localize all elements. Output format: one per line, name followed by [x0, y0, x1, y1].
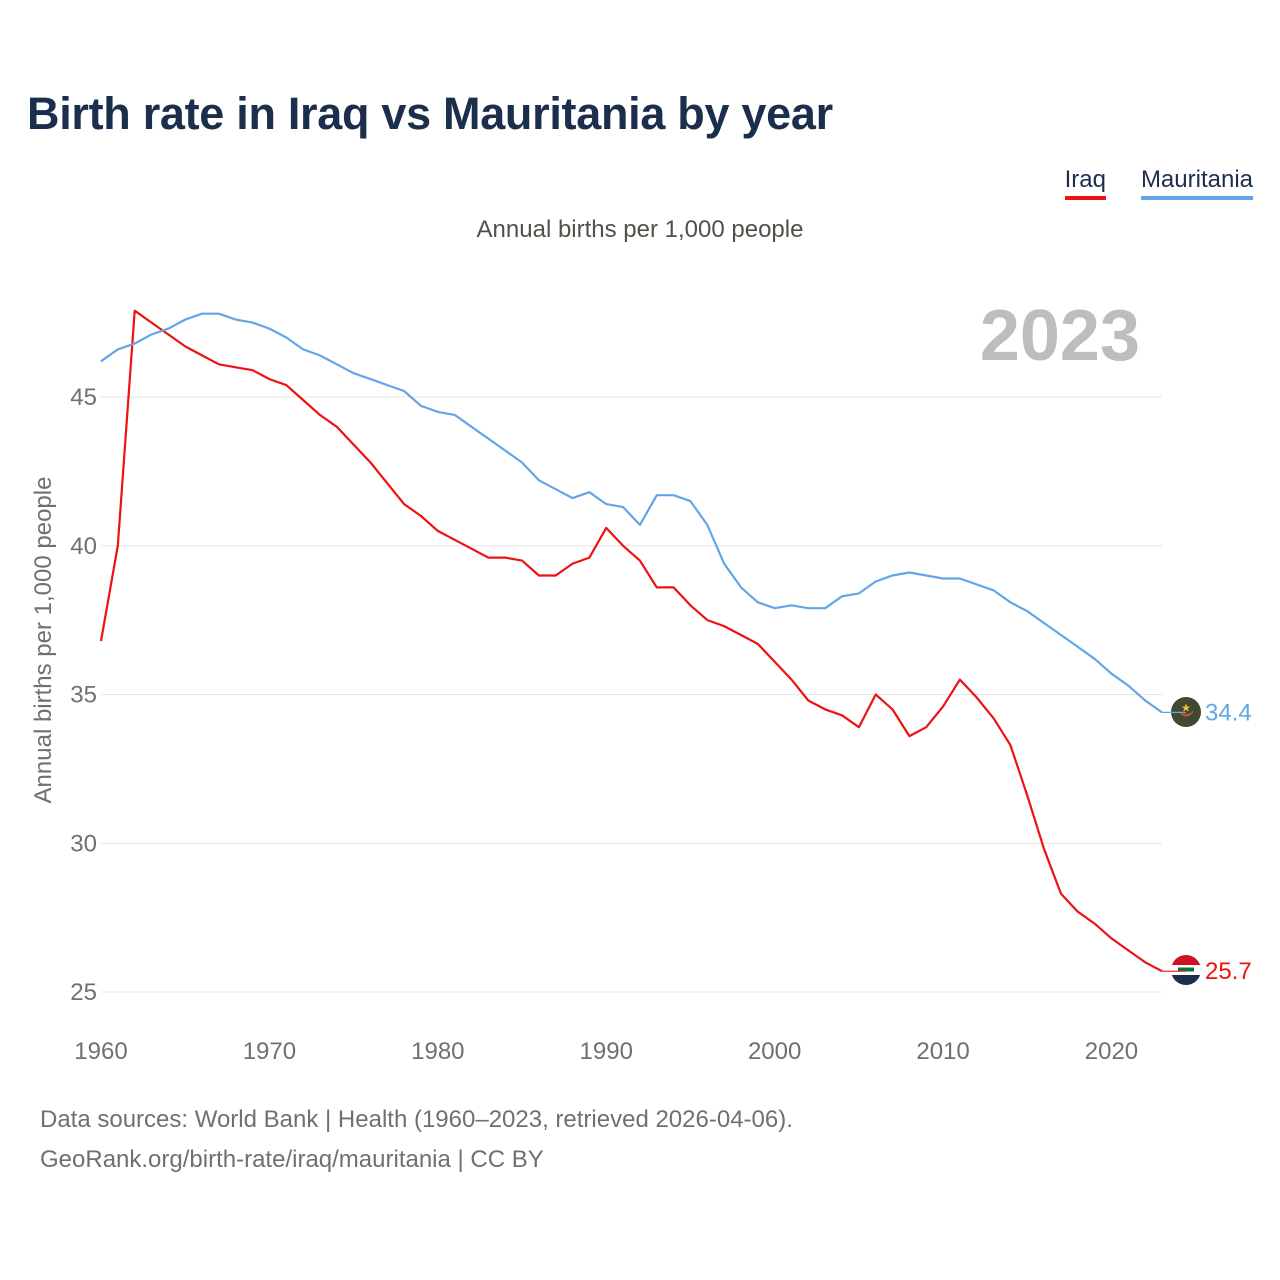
- x-tick-label: 2010: [916, 1038, 969, 1065]
- x-tick-label: 1960: [74, 1038, 127, 1065]
- x-tick-label: 2000: [748, 1038, 801, 1065]
- chart-subtitle: Annual births per 1,000 people: [476, 216, 804, 243]
- series-line-mauritania: [100, 312, 1163, 714]
- y-axis-label: Annual births per 1,000 people: [30, 477, 57, 804]
- iraq-flag-icon: [1171, 955, 1201, 985]
- series-lines: [99, 309, 1163, 973]
- end-value-label-mauritania: 34.4: [1205, 699, 1252, 726]
- y-axis-ticks: 25 30 35 40 45: [70, 384, 97, 1006]
- end-value-label-iraq: 25.7: [1205, 958, 1252, 985]
- x-tick-label: 1980: [411, 1038, 464, 1065]
- x-tick-label: 1970: [243, 1038, 296, 1065]
- year-watermark: 2023: [980, 296, 1140, 376]
- y-tick-label: 45: [70, 384, 97, 411]
- y-tick-label: 30: [70, 830, 97, 857]
- source-note: Data sources: World Bank | Health (1960–…: [40, 1106, 793, 1133]
- y-tick-label: 40: [70, 533, 97, 560]
- y-tick-label: 25: [70, 979, 97, 1006]
- x-axis-ticks: 1960 1970 1980 1990 2000 2010 2020: [74, 1038, 1138, 1065]
- y-tick-label: 35: [70, 682, 97, 709]
- chart-title: Birth rate in Iraq vs Mauritania by year: [27, 88, 833, 139]
- gridlines: [101, 396, 1162, 993]
- legend-item-mauritania[interactable]: Mauritania: [1140, 166, 1253, 200]
- end-labels: 25.7 34.4: [1162, 699, 1252, 985]
- x-tick-label: 2020: [1085, 1038, 1138, 1065]
- x-tick-label: 1990: [580, 1038, 633, 1065]
- source-url: GeoRank.org/birth-rate/iraq/mauritania |…: [40, 1146, 544, 1173]
- series-line-iraq: [99, 309, 1163, 973]
- legend-item-iraq[interactable]: Iraq: [1064, 166, 1106, 200]
